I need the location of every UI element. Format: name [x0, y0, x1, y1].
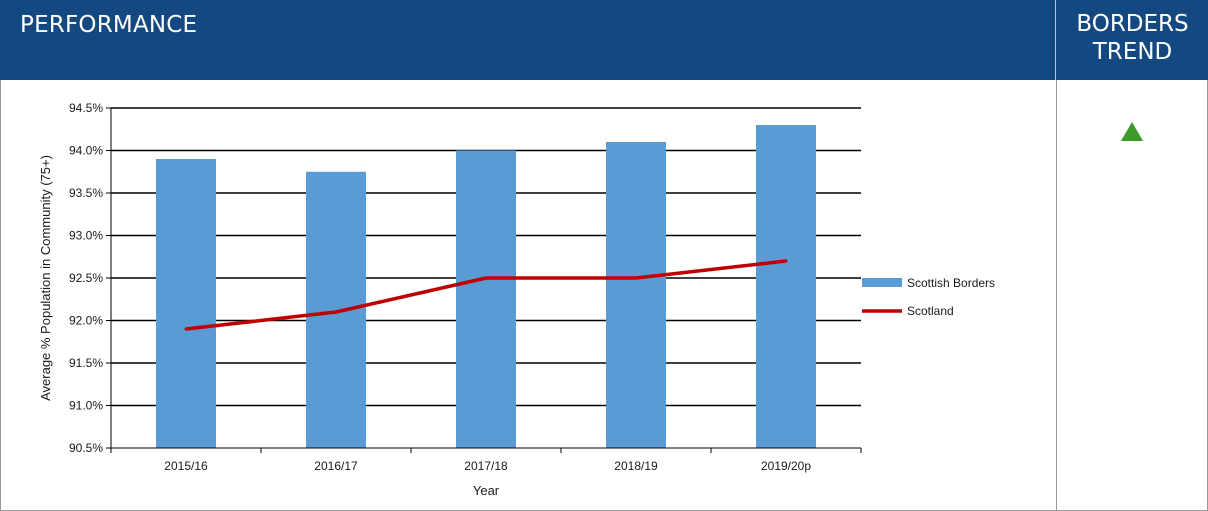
header-bar: PERFORMANCE BORDERS TREND [0, 0, 1208, 80]
performance-header: PERFORMANCE [0, 0, 1056, 80]
bar-2015/16 [156, 159, 216, 448]
y-tick-label: 90.5% [69, 441, 103, 455]
trend-title-line2: TREND [1092, 39, 1173, 65]
x-tick-label: 2018/19 [614, 459, 658, 473]
trend-panel [1056, 80, 1208, 511]
y-tick-label: 91.5% [69, 356, 103, 370]
y-tick-label: 94.5% [69, 101, 103, 115]
legend-bar-swatch [862, 278, 902, 287]
y-tick-label: 94.0% [69, 144, 103, 158]
y-tick-label: 92.0% [69, 314, 103, 328]
up-triangle-icon [1121, 122, 1143, 141]
legend-label-scotland: Scotland [907, 304, 954, 318]
borders-trend-title: BORDERS TREND [1057, 10, 1208, 66]
performance-chart: 90.5% 91.0% 91.5% 92.0% 92.5% 93.0% 93.5% 94.0%… [38, 101, 995, 498]
x-axis-label: Year [473, 483, 500, 498]
trend-title-line1: BORDERS [1076, 11, 1189, 37]
y-tick-label: 91.0% [69, 399, 103, 413]
y-tick-label: 92.5% [69, 271, 103, 285]
x-tick-label: 2017/18 [464, 459, 508, 473]
x-tick-label: 2015/16 [164, 459, 208, 473]
bar-2019/20p [756, 125, 816, 448]
scotland-point-2019/20p [784, 259, 788, 263]
scotland-point-2015/16 [184, 327, 188, 331]
x-tick-label: 2016/17 [314, 459, 358, 473]
scotland-point-2016/17 [334, 310, 338, 314]
bar-2017/18 [456, 150, 516, 448]
x-tick-label: 2019/20p [761, 459, 811, 473]
borders-trend-header: BORDERS TREND [1057, 0, 1208, 80]
scotland-point-2018/19 [634, 276, 638, 280]
scotland-point-2017/18 [484, 276, 488, 280]
y-tick-label: 93.5% [69, 186, 103, 200]
y-tick-label: 93.0% [69, 229, 103, 243]
performance-title: PERFORMANCE [20, 12, 198, 38]
legend-label-scottish-borders: Scottish Borders [907, 276, 995, 290]
bar-2016/17 [306, 171, 366, 448]
bar-2018/19 [606, 142, 666, 448]
y-axis-label: Average % Population in Community (75+) [38, 155, 53, 401]
